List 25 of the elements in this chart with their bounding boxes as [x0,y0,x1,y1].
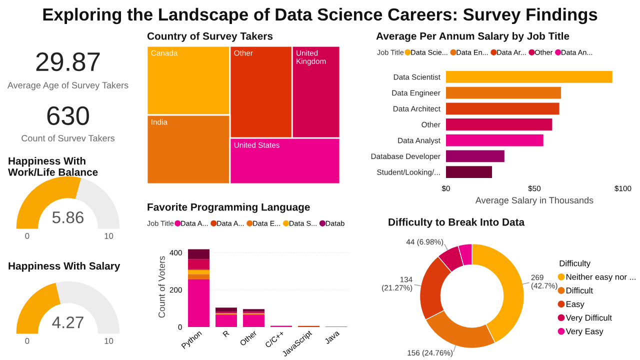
legend-label: Very Difficult [566,314,612,322]
text: 10 [104,233,114,239]
text: 0 [25,338,30,344]
legend-label: Very Easy [566,328,604,336]
data-label: 4.27 [52,316,84,328]
chart-title: Happiness With Work/Life Balance [8,157,98,176]
legend-title: Difficulty [560,260,590,268]
data-label: 5.86 [52,211,84,224]
text: 10 [104,338,114,344]
chart-title: Average Per Annum Salary by Job Title [376,32,570,42]
text: Exploring the Landscape of Data Science Careers: Survey Findings [43,8,598,24]
text: Average Age of Survey Takers [7,82,128,90]
text: 0 [25,233,30,239]
text: 29.87 [36,52,100,72]
legend-label: Difficult [566,287,593,294]
legend-label: Easy [566,301,584,309]
x-axis-title: Average Salary in Thousands [475,196,594,206]
text: 630 [47,106,89,126]
chart-title: Difficulty to Break Into Data [388,218,525,228]
chart-title: Happiness With Salary [8,262,120,272]
legend-label: Neither easy nor ... [566,274,636,282]
y-axis-title: Count of Voters [158,256,165,318]
text: Count of Survev Takers [22,134,115,142]
chart-title: Favorite Programming Language [148,203,310,213]
text: Country of Survey Takers [147,32,273,42]
